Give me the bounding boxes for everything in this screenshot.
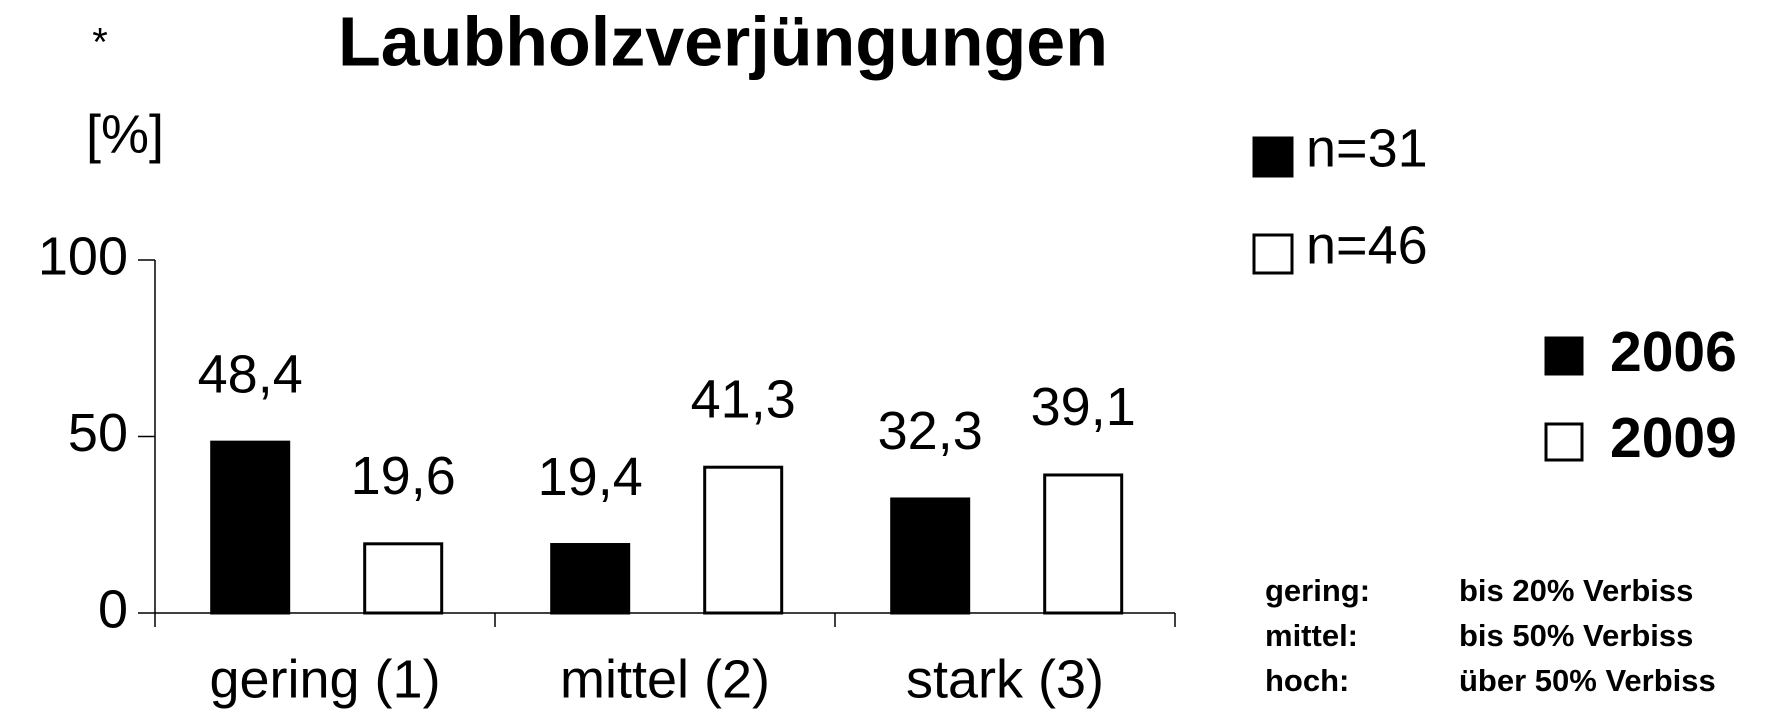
legend-n-label: n=31 (1306, 118, 1428, 178)
legend-swatch (1252, 136, 1294, 178)
value-label: 32,3 (878, 401, 983, 461)
bar (703, 465, 784, 615)
legend-label: 2009 (1610, 406, 1737, 470)
note: bis 50% Verbiss (1459, 618, 1693, 653)
value-label: 39,1 (1031, 377, 1136, 437)
y-tick-label: 50 (68, 403, 128, 463)
y-tick-label: 0 (98, 579, 128, 639)
value-label: 19,6 (351, 446, 456, 506)
note: gering: (1265, 573, 1370, 608)
note: über 50% Verbiss (1459, 663, 1716, 698)
value-label: 41,3 (691, 369, 796, 429)
note: bis 20% Verbiss (1459, 573, 1693, 608)
legend-swatch (1544, 422, 1584, 462)
bar (210, 440, 291, 615)
x-tick-label: mittel (2) (560, 649, 770, 709)
legend-swatch (1252, 233, 1294, 275)
legend-n-label: n=46 (1306, 215, 1428, 275)
y-axis-label: [%] (86, 104, 164, 164)
value-label: 48,4 (198, 344, 303, 404)
value-label: 19,4 (538, 447, 643, 507)
y-tick-label: 100 (38, 226, 128, 286)
bar (1043, 473, 1124, 615)
legend-swatch (1544, 336, 1584, 376)
bar (363, 542, 444, 615)
bar (550, 543, 631, 615)
note: mittel: (1265, 618, 1358, 653)
x-tick-label: stark (3) (906, 649, 1104, 709)
marker: * (92, 21, 108, 65)
bar (890, 497, 971, 615)
note: hoch: (1265, 663, 1349, 698)
chart-title: Laubholzverjüngungen (338, 2, 1108, 80)
x-tick-label: gering (1) (209, 649, 440, 709)
legend-label: 2006 (1610, 320, 1737, 384)
